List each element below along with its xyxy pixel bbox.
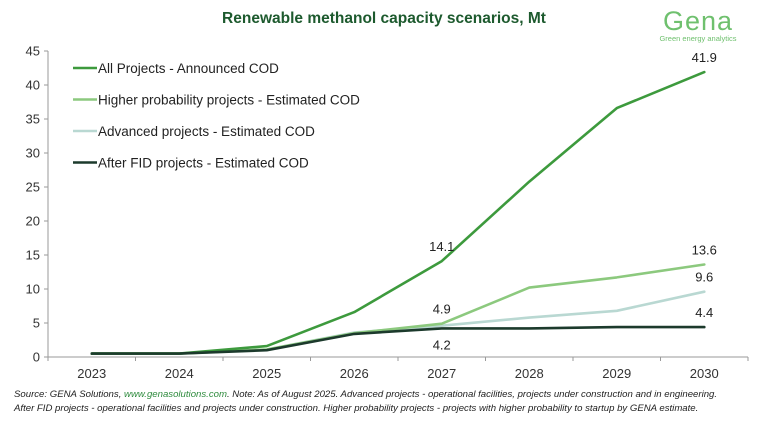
source-link[interactable]: www.genasolutions.com — [124, 389, 227, 400]
data-label: 4.2 — [433, 337, 451, 352]
legend-label: Advanced projects - Estimated COD — [98, 124, 315, 139]
series-line — [90, 325, 706, 355]
x-tick-label: 2029 — [602, 366, 631, 381]
logo-wordmark: Gena — [662, 6, 734, 36]
y-tick-label: 20 — [26, 214, 40, 229]
x-tick-label: 2026 — [340, 366, 369, 381]
data-labels-layer: 14.1 41.9 4.9 13.6 9.6 4.2 4.4 — [429, 50, 717, 352]
data-label: 41.9 — [692, 50, 717, 65]
y-tick-label: 5 — [33, 316, 40, 331]
x-tick-label: 2025 — [252, 366, 281, 381]
footnote-source-label: Source: GENA Solutions, — [14, 389, 125, 400]
legend-label: Higher probability projects - Estimated … — [98, 93, 360, 108]
y-tick-label: 15 — [26, 248, 40, 263]
y-tick-label: 25 — [26, 180, 40, 195]
x-tick-label: 2028 — [515, 366, 544, 381]
y-tick-label: 40 — [26, 78, 40, 93]
data-label: 4.9 — [433, 302, 451, 317]
y-tick-label: 10 — [26, 282, 40, 297]
source-footnote: Source: GENA Solutions, www.genasolution… — [14, 388, 759, 415]
data-label: 4.4 — [695, 305, 713, 320]
data-label: 13.6 — [692, 243, 717, 258]
x-tick-label: 2023 — [77, 366, 106, 381]
data-label: 9.6 — [695, 270, 713, 285]
x-tick-label: 2027 — [427, 366, 456, 381]
series-line — [90, 263, 706, 355]
x-tick-label: 2024 — [165, 366, 194, 381]
series-layer — [90, 70, 706, 355]
logo-tagline: Green energy analytics — [659, 34, 737, 43]
x-tick-label: 2030 — [690, 366, 719, 381]
data-label: 14.1 — [429, 239, 454, 254]
legend-label: After FID projects - Estimated COD — [98, 156, 309, 171]
legend-label: All Projects - Announced COD — [98, 61, 279, 76]
footnote-note: . Note: As of August 2025. Advanced proj… — [226, 389, 718, 400]
gena-logo: Gena Green energy analytics — [648, 6, 748, 43]
series-line — [90, 290, 706, 355]
y-tick-label: 30 — [26, 146, 40, 161]
y-tick-label: 35 — [26, 112, 40, 127]
y-tick-label: 45 — [26, 44, 40, 59]
chart-title: Renewable methanol capacity scenarios, M… — [222, 10, 546, 27]
footnote-line2: After FID projects - operational facilit… — [14, 402, 699, 414]
y-tick-label: 0 — [33, 350, 40, 365]
legend: All Projects - Announced COD Higher proba… — [73, 61, 360, 171]
